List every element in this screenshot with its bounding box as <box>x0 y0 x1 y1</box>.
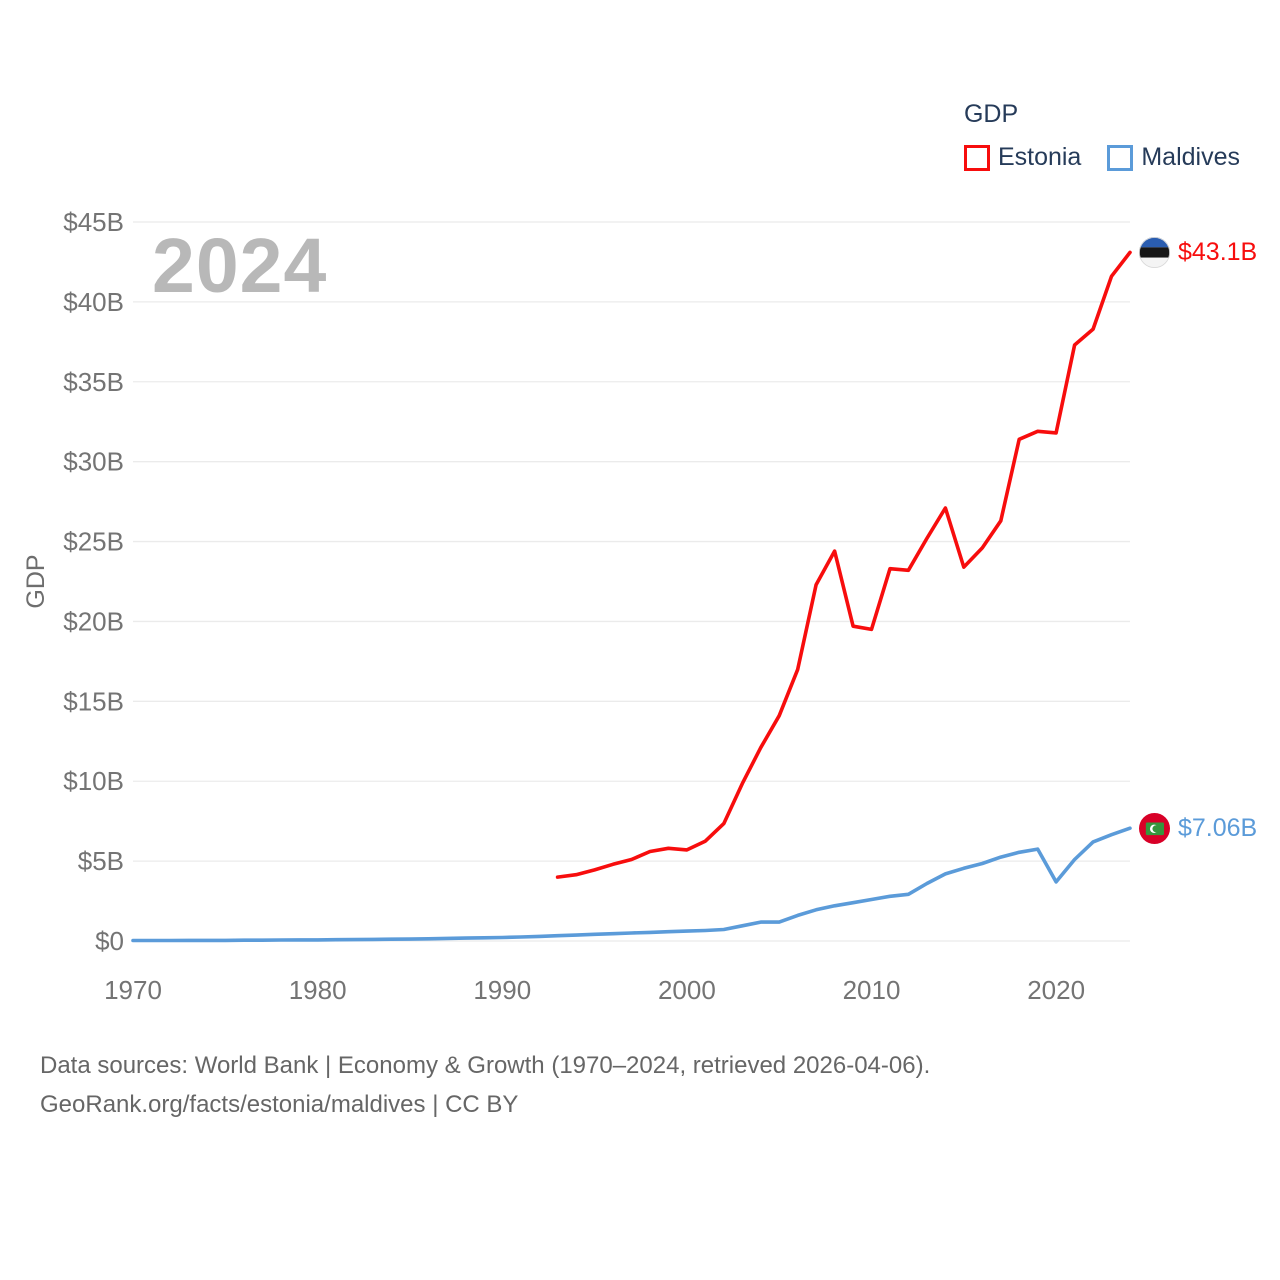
svg-text:$40B: $40B <box>63 287 124 317</box>
attribution-url: GeoRank.org/facts/estonia/maldives | CC … <box>40 1091 519 1118</box>
legend-item-maldives[interactable]: Maldives <box>1107 143 1240 172</box>
svg-text:$45B: $45B <box>63 207 124 237</box>
svg-text:2010: 2010 <box>843 975 901 1005</box>
legend-label-maldives: Maldives <box>1141 143 1240 171</box>
svg-text:$20B: $20B <box>63 606 124 636</box>
svg-text:$35B: $35B <box>63 367 124 397</box>
legend-items: Estonia Maldives <box>963 143 1240 172</box>
watermark-year: 2024 <box>152 223 328 309</box>
svg-text:$10B: $10B <box>63 766 124 796</box>
svg-text:1980: 1980 <box>289 975 347 1005</box>
svg-text:$5B: $5B <box>78 846 124 876</box>
maldives-flag-icon <box>1139 812 1170 844</box>
svg-text:2000: 2000 <box>658 975 716 1005</box>
legend-item-estonia[interactable]: Estonia <box>963 143 1082 172</box>
svg-text:GDP: GDP <box>22 554 50 608</box>
legend-label-estonia: Estonia <box>997 143 1082 171</box>
legend-title: GDP <box>963 100 1019 128</box>
svg-text:2020: 2020 <box>1027 975 1085 1005</box>
legend-swatch-maldives-icon <box>1107 144 1134 171</box>
end-label-estonia: $43.1B <box>1139 236 1257 268</box>
svg-text:$15B: $15B <box>63 686 124 716</box>
legend-swatch-estonia-icon <box>963 144 990 171</box>
svg-text:$0: $0 <box>95 926 124 956</box>
svg-text:1990: 1990 <box>473 975 531 1005</box>
estonia-flag-icon <box>1139 236 1170 268</box>
attribution-sources: Data sources: World Bank | Economy & Gro… <box>40 1052 931 1079</box>
maldives-end-value: $7.06B <box>1178 813 1258 842</box>
svg-text:$25B: $25B <box>63 527 124 557</box>
gdp-line-chart: $0 $5B $10B $15B $20B $25B $30B $35B $40B $45B 197… <box>22 207 1132 1005</box>
svg-text:1970: 1970 <box>104 975 162 1005</box>
svg-text:$30B: $30B <box>63 447 124 477</box>
end-label-maldives: $7.06B <box>1139 812 1257 844</box>
estonia-end-value: $43.1B <box>1178 237 1258 266</box>
attribution: Data sources: World Bank | Economy & Gro… <box>40 1046 930 1124</box>
legend: GDP Estonia Maldives <box>963 100 1240 172</box>
